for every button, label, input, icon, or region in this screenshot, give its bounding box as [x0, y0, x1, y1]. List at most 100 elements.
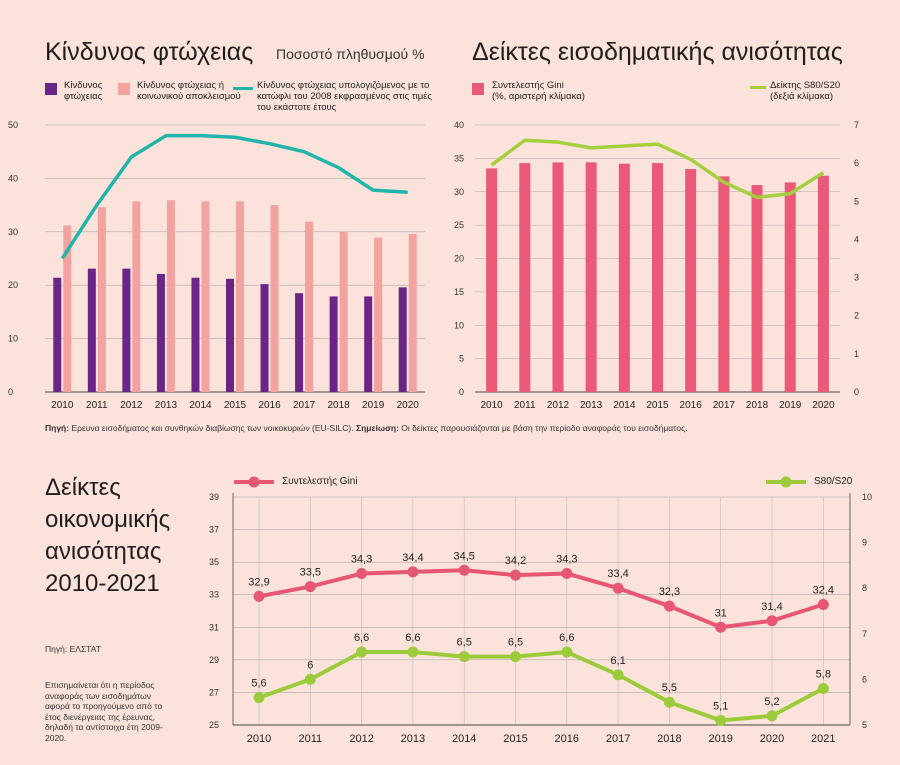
y-tick-label: 25 — [209, 720, 219, 730]
data-label: 5,1 — [713, 700, 728, 712]
legend-swatch-s80s20 — [750, 86, 766, 89]
point-gini — [253, 590, 265, 602]
y2-tick-label: 2 — [854, 311, 859, 321]
data-label: 5,5 — [662, 682, 677, 694]
line-anchored-poverty — [60, 133, 408, 260]
bar-gini — [784, 182, 796, 392]
data-label: 33,4 — [607, 568, 628, 580]
x-tick-label: 2018 — [328, 400, 351, 411]
x-tick-label: 2021 — [811, 733, 835, 745]
bar-gini — [817, 175, 829, 392]
bar-gini — [618, 163, 630, 392]
bar-poverty — [87, 268, 96, 392]
legend-label-anchored: Κίνδυνος φτώχειας υπολογιζόμενος με το κ… — [257, 80, 432, 113]
point-s80s20 — [407, 646, 419, 658]
point-gini — [612, 582, 624, 594]
y-tick-label: 30 — [454, 187, 464, 197]
y-tick-label: 25 — [454, 220, 464, 230]
bar-gini — [519, 163, 531, 392]
bar-poverty — [156, 273, 165, 392]
data-label: 34,4 — [402, 552, 423, 564]
chart3-y-ticks: 25 27 29 31 33 35 37 39 — [209, 492, 219, 730]
data-label: 31,4 — [761, 601, 782, 613]
data-label: 5,6 — [251, 678, 266, 690]
point-s80s20 — [458, 651, 470, 663]
y-tick-label: 33 — [209, 590, 219, 600]
point-gini — [356, 568, 368, 580]
y-tick-label: 15 — [454, 287, 464, 297]
line-s80s20 — [490, 138, 825, 200]
x-tick-label: 2016 — [258, 400, 281, 411]
legend-swatch-s80s20-line — [766, 476, 806, 488]
data-label: 31 — [715, 607, 727, 619]
line-s80s20 — [258, 650, 825, 723]
point-s80s20 — [612, 669, 624, 681]
x-tick-label: 2014 — [189, 400, 212, 411]
chart3-title-line: 2010-2021 — [45, 570, 160, 597]
chart2-line — [490, 138, 825, 200]
chart1-line — [60, 133, 408, 260]
x-tick-label: 2020 — [760, 733, 784, 745]
x-tick-label: 2019 — [779, 400, 802, 411]
bar-gini — [652, 163, 663, 392]
x-tick-label: 2012 — [547, 400, 570, 411]
point-gini — [458, 564, 470, 576]
data-label: 6,5 — [457, 637, 472, 649]
y-tick-label: 20 — [454, 254, 464, 264]
legend-gini-text: Συντελεστής Gini — [492, 80, 564, 91]
y2-tick-label: 8 — [862, 583, 867, 593]
x-tick-label: 2012 — [349, 733, 373, 745]
bar-exclusion — [132, 201, 141, 392]
y2-tick-label: 7 — [854, 120, 859, 130]
data-label: 6,5 — [508, 637, 523, 649]
x-tick-label: 2015 — [224, 400, 247, 411]
point-s80s20 — [817, 683, 829, 695]
x-tick-label: 2020 — [397, 400, 420, 411]
data-label: 32,4 — [813, 584, 834, 596]
bar-gini — [685, 169, 697, 392]
x-tick-label: 2011 — [86, 400, 108, 411]
x-tick-label: 2016 — [680, 400, 703, 411]
x-tick-label: 2019 — [362, 400, 385, 411]
legend-label-poverty: Κίνδυνος φτώχειας — [64, 80, 103, 102]
chart2-y-ticks: 0 5 10 15 20 25 30 35 40 — [454, 120, 464, 397]
chart3-x-ticks: 2010 2011 2012 2013 2014 2015 2016 2017 2018 2019… — [247, 733, 836, 745]
data-label: 6,1 — [610, 655, 625, 667]
notes-source-label: Πηγή: — [45, 423, 70, 433]
x-tick-label: 2010 — [480, 400, 503, 411]
y-tick-label: 37 — [209, 525, 219, 535]
bar-poverty — [191, 277, 200, 392]
bar-exclusion — [97, 207, 106, 392]
bar-exclusion — [236, 201, 244, 392]
y-tick-label: 27 — [209, 687, 219, 697]
x-tick-label: 2011 — [514, 400, 536, 411]
y2-tick-label: 10 — [862, 492, 872, 502]
chart3-y2-ticks: 5 6 7 8 9 10 — [862, 492, 872, 730]
chart1-unit: Ποσοστό πληθυσμού % — [276, 46, 425, 62]
legend-label-gini: Συντελεστής Gini (%, αριστερή κλίμακα) — [492, 80, 642, 102]
bar-exclusion — [408, 233, 417, 392]
legend-label-gini3: Συντελεστής Gini — [282, 476, 358, 487]
bar-gini — [552, 162, 564, 392]
x-tick-label: 2017 — [606, 733, 630, 745]
y2-tick-label: 3 — [854, 273, 859, 283]
y-tick-label: 5 — [459, 354, 464, 364]
bar-exclusion — [63, 225, 72, 392]
y-tick-label: 40 — [8, 173, 18, 183]
y2-tick-label: 7 — [862, 629, 867, 639]
legend-swatch-gini — [472, 83, 484, 95]
chart2-title: Δείκτες εισοδηματικής ανισότητας — [472, 38, 843, 66]
legend-swatch-anchored — [233, 87, 253, 90]
x-tick-label: 2015 — [503, 733, 527, 745]
y2-tick-label: 9 — [862, 538, 867, 548]
y-tick-label: 50 — [8, 120, 18, 130]
legend-label-exclusion: Κίνδυνος φτώχειας ή κοινωνικού αποκλεισμ… — [137, 80, 241, 102]
y2-tick-label: 6 — [854, 158, 859, 168]
bar-exclusion — [201, 201, 210, 392]
data-label: 34,5 — [453, 550, 474, 562]
data-label: 32,9 — [248, 576, 269, 588]
x-tick-label: 2013 — [155, 400, 178, 411]
bar-poverty — [226, 278, 234, 392]
x-tick-label: 2017 — [713, 400, 736, 411]
